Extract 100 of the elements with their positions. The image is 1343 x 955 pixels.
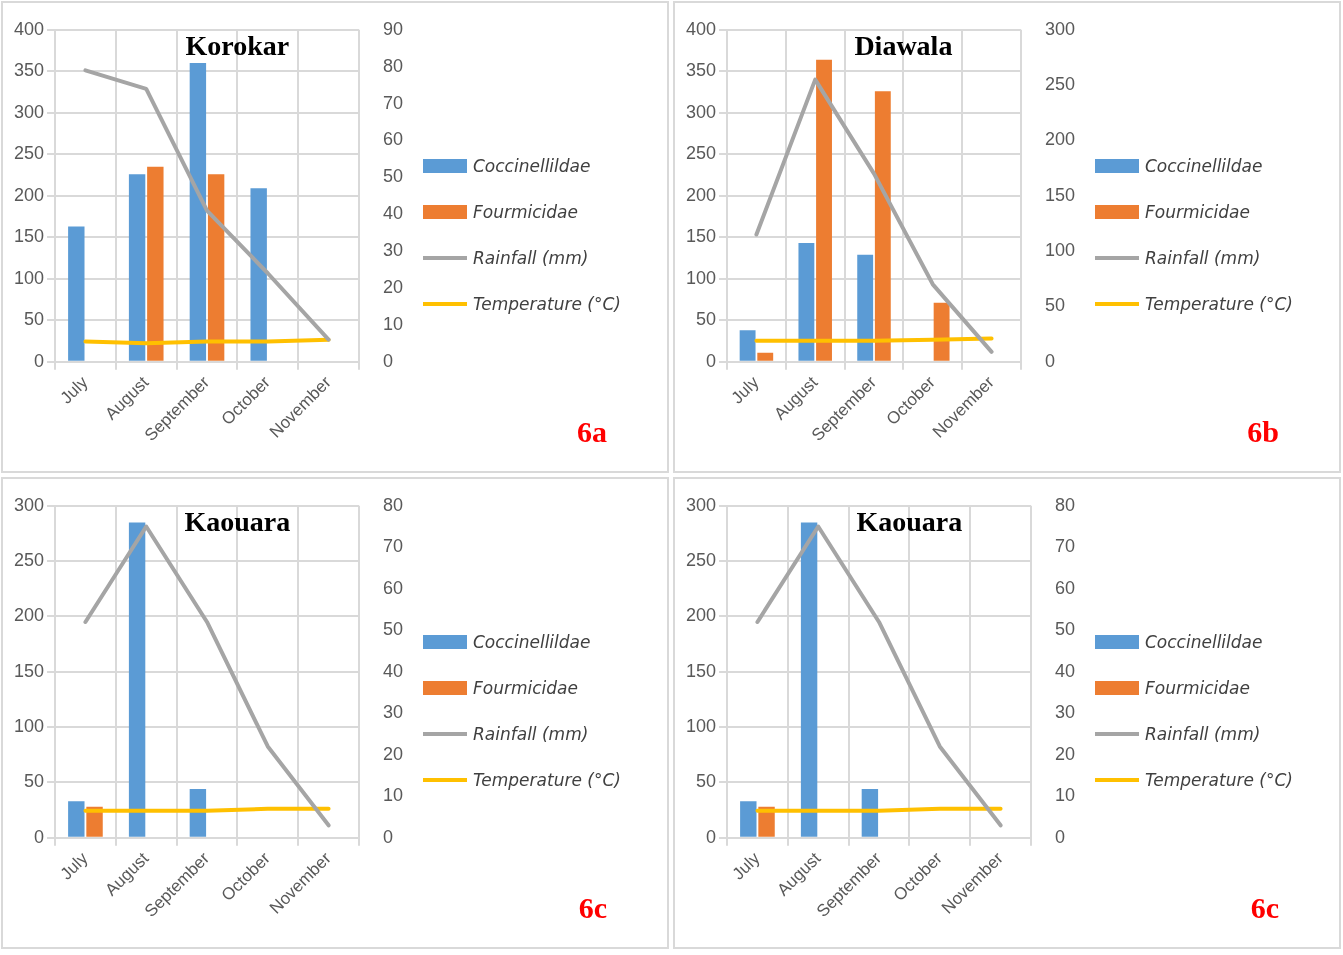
y-tick-label: 200: [685, 605, 717, 626]
y2-tick-label: 40: [382, 203, 404, 224]
y2-tick-label: 90: [382, 18, 404, 39]
legend-label: Fourmicidae: [473, 678, 578, 698]
y2-tick-label: 50: [1044, 295, 1065, 316]
bar: [757, 352, 774, 361]
legend-label: Coccinellildae: [473, 632, 591, 652]
y-tick-label: 150: [685, 660, 717, 681]
legend-label: Rainfall (mm): [473, 724, 589, 744]
y-tick-label: 0: [34, 350, 45, 371]
y-tick-label: 300: [13, 494, 45, 515]
y2-tick-label: 70: [1054, 536, 1076, 557]
x-tick-label: July: [728, 848, 764, 884]
y2-tick-label: 200: [1044, 129, 1076, 150]
bar: [147, 166, 164, 361]
y-tick-label: 150: [13, 660, 45, 681]
y2-tick-label: 70: [382, 536, 404, 557]
y2-tick-label: 250: [1044, 74, 1076, 95]
y2-tick-label: 40: [1054, 660, 1076, 681]
bar: [189, 63, 207, 361]
y2-tick-label: 30: [1054, 702, 1076, 723]
bar: [816, 59, 832, 361]
y2-tick-label: 20: [382, 743, 404, 764]
legend-label: Temperature (°C): [1145, 770, 1293, 790]
y2-tick-label: 30: [382, 702, 404, 723]
legend-label: Coccinellildae: [1145, 156, 1263, 176]
y2-tick-label: 20: [1054, 743, 1076, 764]
bar: [207, 174, 225, 361]
bar: [740, 801, 757, 837]
y2-tick-label: 30: [382, 240, 404, 261]
y2-tick-label: 20: [382, 276, 404, 297]
y-tick-label: 300: [685, 494, 717, 515]
y-tick-label: 200: [685, 184, 717, 205]
y-tick-label: 50: [696, 771, 717, 792]
y-tick-label: 150: [13, 226, 45, 247]
bar: [874, 91, 891, 361]
y-tick-label: 50: [24, 309, 45, 330]
y-tick-label: 100: [685, 267, 717, 288]
y-tick-label: 50: [24, 771, 45, 792]
bar: [68, 226, 85, 361]
bar: [933, 302, 950, 361]
bar: [861, 789, 879, 837]
bar: [798, 243, 815, 361]
legend-label: Coccinellildae: [473, 156, 591, 176]
y-tick-label: 0: [706, 350, 717, 371]
y2-tick-label: 60: [382, 577, 404, 598]
y2-tick-label: 0: [382, 826, 393, 847]
y2-tick-label: 0: [382, 350, 393, 371]
y2-tick-label: 80: [382, 55, 404, 76]
chart-title: Kaouara: [184, 506, 291, 538]
y-tick-label: 300: [685, 101, 717, 122]
y2-tick-label: 0: [1044, 350, 1055, 371]
legend-label: Fourmicidae: [1145, 678, 1250, 698]
bar: [250, 188, 267, 361]
y-tick-label: 200: [13, 605, 45, 626]
y-tick-label: 100: [13, 716, 45, 737]
chart-title: Korokar: [185, 30, 290, 62]
y-tick-label: 150: [685, 226, 717, 247]
bar: [128, 522, 146, 837]
y-tick-label: 50: [696, 309, 717, 330]
text: 6c: [1250, 891, 1279, 925]
legend-label: Fourmicidae: [473, 202, 578, 222]
y2-tick-label: 300: [1044, 18, 1076, 39]
chart-title: Diawala: [854, 30, 953, 62]
y2-tick-label: 60: [382, 129, 404, 150]
y-tick-label: 250: [685, 143, 717, 164]
y-tick-label: 350: [685, 60, 717, 81]
bar: [739, 330, 756, 361]
text: 6c: [578, 891, 607, 925]
y-tick-label: 250: [13, 143, 45, 164]
x-tick-label: July: [727, 372, 763, 408]
y2-tick-label: 10: [1054, 785, 1076, 806]
text: 6b: [1247, 415, 1279, 449]
y2-tick-label: 60: [1054, 577, 1076, 598]
y-tick-label: 350: [13, 60, 45, 81]
legend-label: Rainfall (mm): [1145, 248, 1261, 268]
chart-title: Kaouara: [856, 506, 963, 538]
y-tick-label: 250: [13, 550, 45, 571]
bar: [800, 522, 818, 837]
text: 6a: [577, 415, 607, 449]
y2-tick-label: 100: [1044, 240, 1076, 261]
y2-tick-label: 80: [382, 494, 404, 515]
bar: [68, 801, 85, 837]
y-tick-label: 0: [34, 826, 45, 847]
legend-label: Fourmicidae: [1145, 202, 1250, 222]
legend-label: Rainfall (mm): [1145, 724, 1261, 744]
y2-tick-label: 50: [1054, 619, 1076, 640]
y2-tick-label: 10: [382, 313, 404, 334]
bar: [857, 254, 874, 361]
y2-tick-label: 150: [1044, 184, 1076, 205]
y-tick-label: 0: [706, 826, 717, 847]
x-tick-label: July: [56, 372, 92, 408]
y-tick-label: 100: [13, 267, 45, 288]
legend-label: Temperature (°C): [1145, 294, 1293, 314]
bar: [128, 174, 146, 361]
y2-tick-label: 10: [382, 785, 404, 806]
legend-label: Temperature (°C): [473, 770, 621, 790]
y-tick-label: 250: [685, 550, 717, 571]
x-tick-label: July: [56, 848, 92, 884]
y2-tick-label: 0: [1054, 826, 1065, 847]
